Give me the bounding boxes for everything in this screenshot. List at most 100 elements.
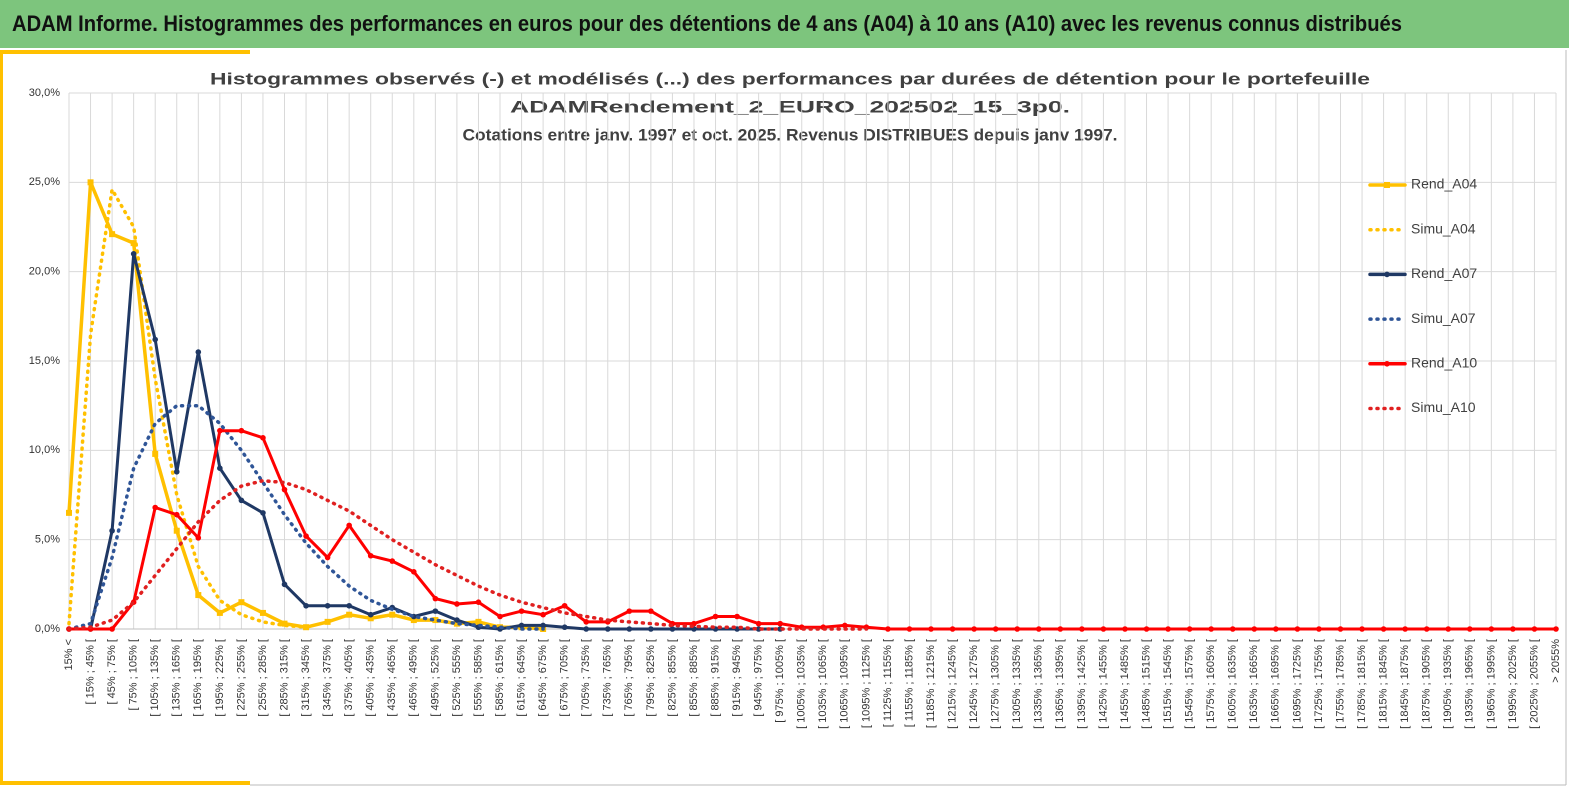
chart-title: ADAMRendement_2_EURO_202502_15_3p0.: [510, 97, 1070, 116]
point: [281, 581, 288, 588]
point: [669, 626, 676, 632]
point: [777, 620, 783, 627]
x-tick-label: [ 495% ; 525% [: [429, 639, 441, 717]
point: [1273, 626, 1279, 632]
point: [324, 618, 331, 625]
point: [109, 527, 115, 534]
y-tick-label: 0,0%: [35, 623, 60, 635]
point: [712, 613, 719, 620]
x-tick-label: [ 705% ; 735% [: [580, 639, 592, 717]
point: [518, 622, 525, 629]
point: [1531, 626, 1538, 632]
x-tick-label: [ 1005% ; 1035% [: [796, 639, 808, 729]
point: [1143, 626, 1150, 632]
x-tick-label: [ 465% ; 495% [: [408, 639, 420, 717]
point: [217, 427, 223, 434]
point: [1337, 626, 1344, 632]
x-tick-label: [ 315% ; 345% [: [300, 639, 312, 717]
point: [561, 624, 568, 631]
point: [303, 533, 309, 539]
legend-marker: [1384, 182, 1390, 188]
legend-label: Rend_A04: [1411, 176, 1477, 192]
point: [130, 251, 137, 257]
point: [1359, 626, 1365, 632]
x-tick-label: [ 855% ; 885% [: [688, 639, 700, 717]
point: [367, 611, 374, 618]
point: [540, 611, 546, 618]
x-tick-label: [ 285% ; 315% [: [278, 639, 290, 717]
point: [389, 558, 396, 564]
point: [561, 602, 568, 609]
series-line: [67, 429, 1558, 631]
point: [906, 626, 913, 632]
x-tick-label: > 2055%: [1550, 639, 1562, 683]
x-tick-label: [ 1035% ; 1065% [: [817, 639, 829, 729]
x-tick-label: [ 105% ; 135% [: [149, 639, 161, 717]
x-tick-label: [ 735% ; 765% [: [602, 639, 614, 717]
header-bar: [0, 0, 1569, 48]
accent: [0, 50, 250, 54]
x-tick-label: [ 345% ; 375% [: [322, 639, 334, 717]
x-tick-label: [ 15% ; 45% [: [84, 639, 96, 704]
x-tick-label: [ 1875% ; 1905% [: [1421, 639, 1433, 729]
point: [583, 626, 590, 632]
point: [1251, 626, 1258, 632]
point: [648, 608, 654, 614]
x-tick-label: [ 1905% ; 1935% [: [1442, 639, 1454, 729]
x-tick-label: [ 165% ; 195% [: [192, 639, 204, 717]
x-tick-label: [ 75% ; 105% [: [128, 639, 140, 711]
x-tick-label: [ 1245% ; 1275% [: [968, 639, 980, 729]
point: [346, 602, 352, 609]
x-tick-label: [ 1455% ; 1485% [: [1119, 639, 1131, 729]
x-tick-label: [ 1395% ; 1425% [: [1076, 639, 1088, 729]
x-tick-label: [ 405% ; 435% [: [365, 639, 377, 717]
point: [432, 595, 439, 602]
x-tick-label: 15% <: [63, 639, 75, 671]
x-tick-label: [ 1785% ; 1815% [: [1356, 639, 1368, 729]
point: [583, 619, 590, 625]
point: [497, 613, 503, 620]
point: [1079, 626, 1085, 632]
x-tick-label: [ 1095% ; 1125% [: [860, 639, 872, 728]
point: [1423, 626, 1430, 632]
point: [626, 608, 633, 614]
point: [992, 626, 999, 632]
point: [281, 486, 288, 493]
point: [1186, 626, 1193, 632]
x-tick-label: [ 1485% ; 1515% [: [1140, 639, 1152, 729]
x-tick-label: [ 1725% ; 1755% [: [1313, 639, 1325, 729]
x-tick-label: [ 375% ; 405% [: [343, 639, 355, 717]
point: [432, 617, 439, 624]
point: [1122, 626, 1128, 632]
x-tick-label: [ 1635% ; 1665% [: [1248, 639, 1260, 729]
x-tick-label: [ 1125% ; 1155% [: [882, 639, 894, 727]
x-tick-label: [ 1155% ; 1185% [: [903, 639, 915, 727]
x-tick-label: [ 1695% ; 1725% [: [1291, 639, 1303, 729]
point: [842, 622, 848, 629]
x-tick-label: [ 795% ; 825% [: [645, 639, 657, 717]
point: [410, 617, 417, 624]
y-tick-label: 30,0%: [29, 87, 60, 99]
point: [324, 602, 331, 609]
point: [1229, 626, 1236, 632]
x-tick-label: [ 1545% ; 1575% [: [1184, 639, 1196, 729]
x-tick-label: [ 645% ; 675% [: [537, 639, 549, 717]
y-tick-label: 10,0%: [29, 444, 60, 456]
point: [949, 626, 956, 632]
point: [303, 602, 309, 609]
point: [152, 450, 159, 457]
point: [130, 240, 137, 247]
point: [346, 611, 353, 618]
point: [1380, 626, 1387, 632]
x-tick-label: [ 915% ; 945% [: [731, 639, 743, 717]
x-tick-label: [ 1965% ; 1995% [: [1485, 639, 1497, 729]
point: [389, 611, 396, 618]
point: [626, 626, 633, 632]
legend-label: Rend_A10: [1411, 355, 1477, 371]
point: [216, 609, 223, 616]
point: [604, 626, 611, 632]
series-line: [67, 252, 782, 631]
x-tick-label: [ 1815% ; 1845% [: [1378, 639, 1390, 729]
series-line: [67, 187, 308, 629]
